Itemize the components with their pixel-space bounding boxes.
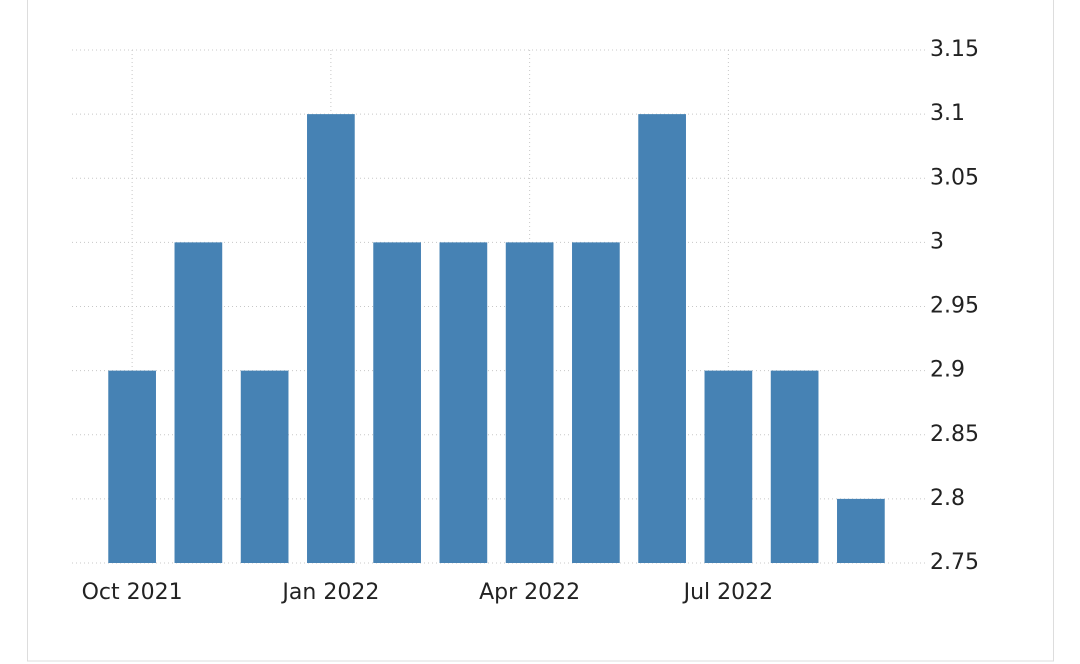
y-tick-label: 2.95 <box>930 294 979 319</box>
bar <box>307 114 355 563</box>
bar <box>638 114 686 563</box>
x-tick-label: Apr 2022 <box>479 580 580 605</box>
bar <box>108 370 156 563</box>
bar <box>174 242 223 563</box>
bar <box>770 370 819 563</box>
bar <box>439 242 488 563</box>
x-tick-label: Jul 2022 <box>682 580 774 605</box>
y-tick-label: 3.05 <box>930 165 979 190</box>
y-tick-label: 2.85 <box>930 422 979 447</box>
y-tick-label: 2.75 <box>930 550 979 575</box>
bar <box>505 242 554 563</box>
y-tick-label: 3.15 <box>930 37 979 62</box>
bar <box>837 498 885 563</box>
y-tick-label: 2.8 <box>930 486 965 511</box>
bar <box>572 242 620 563</box>
bar <box>373 242 421 563</box>
y-tick-label: 3 <box>930 229 944 254</box>
x-tick-label: Oct 2021 <box>82 580 183 605</box>
y-tick-label: 2.9 <box>930 358 965 383</box>
bar <box>240 370 289 563</box>
bar <box>704 370 753 563</box>
x-tick-label: Jan 2022 <box>280 580 379 605</box>
y-tick-label: 3.1 <box>930 101 965 126</box>
